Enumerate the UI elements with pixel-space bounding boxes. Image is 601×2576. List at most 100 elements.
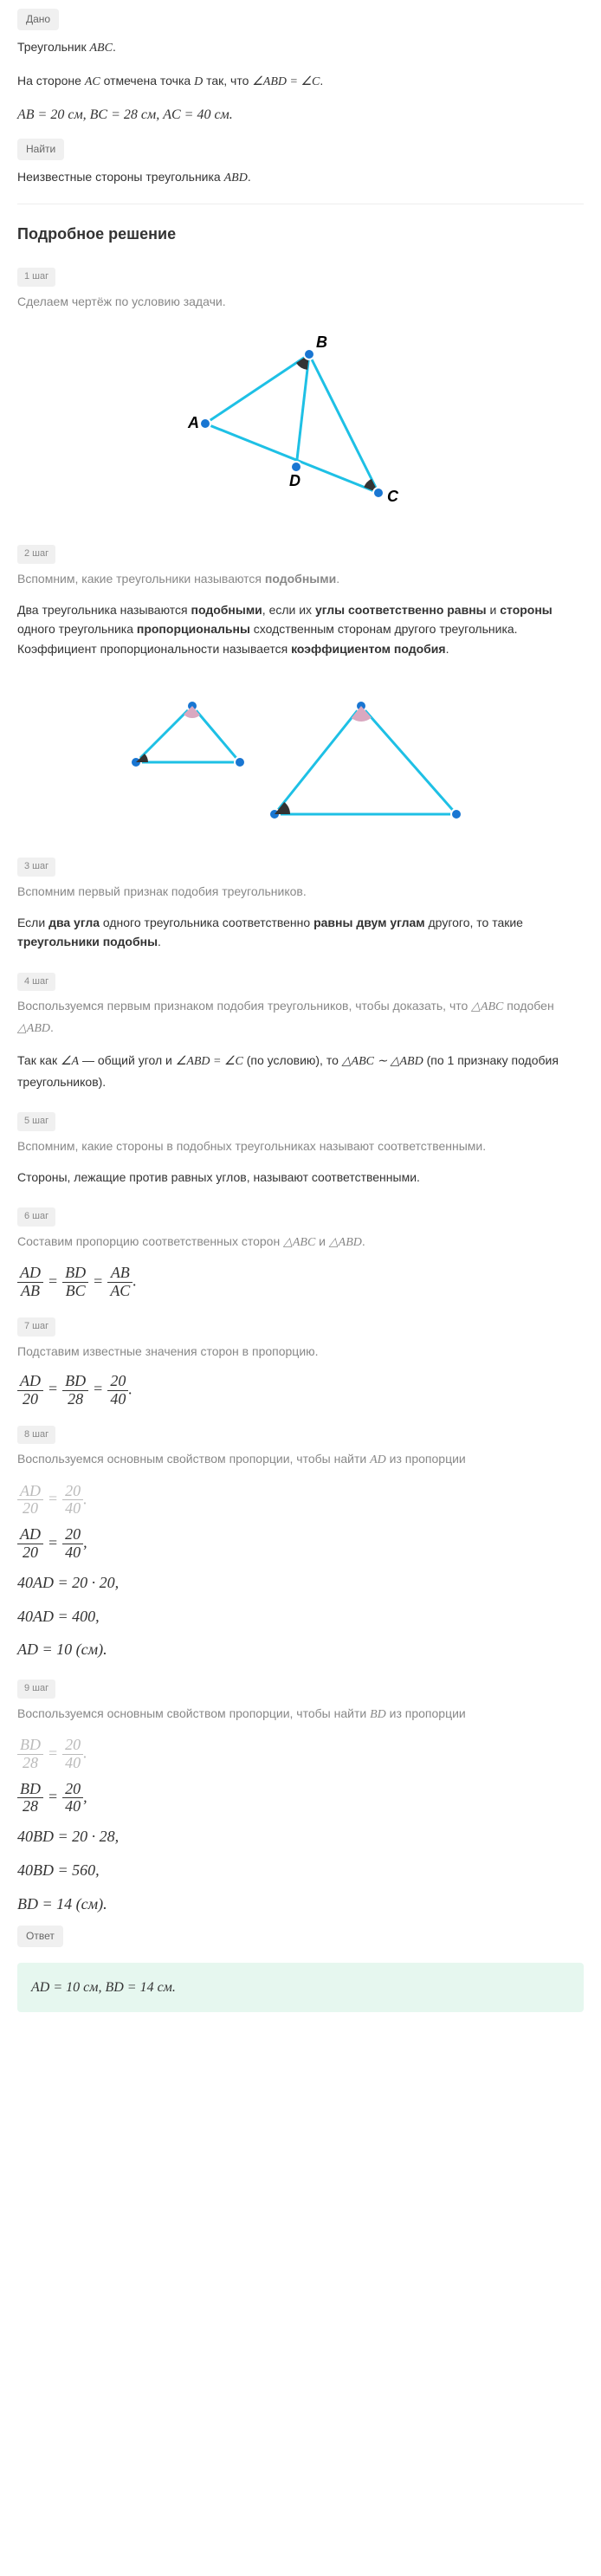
step-9-formula: BD28=2040,	[17, 1781, 584, 1816]
text: Если	[17, 916, 48, 929]
step-8-formula: AD20=2040,	[17, 1526, 584, 1562]
num: AB	[107, 1265, 132, 1283]
math: AD	[370, 1453, 386, 1466]
eq: =	[43, 1380, 62, 1397]
den: 40	[62, 1798, 83, 1815]
eq: =	[43, 1272, 62, 1290]
num: 20	[62, 1526, 83, 1544]
fraction: 2040	[62, 1483, 83, 1518]
text: одного треугольника	[17, 622, 137, 636]
tag-given: Дано	[17, 9, 59, 30]
step-8-tag: 8 шаг	[17, 1426, 55, 1445]
den: 28	[17, 1755, 43, 1772]
fraction: 2040	[107, 1373, 128, 1408]
text: .	[320, 74, 323, 87]
text: и	[315, 1234, 329, 1248]
step-1-tag: 1 шаг	[17, 268, 55, 287]
text: Составим пропорцию соответственных сторо…	[17, 1234, 283, 1248]
fraction: 2040	[62, 1781, 83, 1816]
step-2-intro: Вспомним, какие треугольники называются …	[17, 569, 584, 588]
text: ,	[83, 1534, 87, 1551]
step-9-tag: 9 шаг	[17, 1680, 55, 1699]
den: 40	[107, 1391, 128, 1408]
fraction: AD20	[17, 1526, 43, 1562]
fraction: BDBC	[62, 1265, 88, 1300]
step-6-formula: ADAB=BDBC=ABAC.	[17, 1265, 584, 1300]
den: AB	[17, 1283, 43, 1300]
svg-text:A: A	[187, 414, 199, 431]
math: BD	[370, 1708, 386, 1721]
math: △ABC	[283, 1236, 315, 1249]
text: другого, то такие	[425, 916, 523, 929]
step-7-tag: 7 шаг	[17, 1317, 55, 1337]
text: .	[158, 935, 161, 948]
text-bold: пропорциональны	[137, 622, 250, 636]
text: Треугольник	[17, 40, 90, 54]
math: △ABD	[329, 1236, 362, 1249]
step-2-body: Два треугольника называются подобными, е…	[17, 600, 584, 658]
text: Вспомним, какие треугольники называются	[17, 572, 265, 586]
eq: =	[43, 1788, 62, 1805]
step-3-body: Если два угла одного треугольника соотве…	[17, 913, 584, 952]
num: BD	[17, 1781, 43, 1799]
step-4-body: Так как ∠A — общий угол и ∠ABD = ∠C (по …	[17, 1051, 584, 1091]
step-6-tag: 6 шаг	[17, 1207, 55, 1227]
den: 40	[62, 1500, 83, 1518]
step-8-l1: 40AD = 20 · 20,	[17, 1570, 584, 1595]
num: 20	[107, 1373, 128, 1391]
text-bold: подобными	[191, 603, 262, 617]
text: .	[446, 642, 449, 656]
text-bold: подобными	[265, 572, 336, 586]
den: 20	[17, 1544, 43, 1562]
step-9-l2: 40BD = 560,	[17, 1858, 584, 1883]
text: , если их	[262, 603, 315, 617]
fraction: ABAC	[107, 1265, 132, 1300]
step-9-intro: Воспользуемся основным свойством пропорц…	[17, 1704, 584, 1725]
step-3-intro: Вспомним первый признак подобия треуголь…	[17, 882, 584, 901]
math: D	[194, 75, 203, 88]
text: Воспользуемся основным свойством пропорц…	[17, 1706, 370, 1720]
svg-text:C: C	[387, 488, 399, 505]
fraction: AD20	[17, 1373, 43, 1408]
find-line: Неизвестные стороны треугольника ABD.	[17, 167, 584, 188]
den: 20	[17, 1391, 43, 1408]
math: ABD	[224, 172, 248, 184]
fraction: AD20	[17, 1483, 43, 1518]
text: .	[248, 170, 251, 184]
svg-text:D: D	[289, 472, 300, 489]
text: ,	[83, 1788, 87, 1805]
num: BD	[17, 1737, 43, 1755]
text: Неизвестные стороны треугольника	[17, 170, 224, 184]
den: AC	[107, 1283, 132, 1300]
num: BD	[62, 1265, 88, 1283]
math: AC	[85, 75, 100, 88]
num: AD	[17, 1373, 43, 1391]
num: BD	[62, 1373, 88, 1391]
text: подобен	[503, 999, 553, 1013]
math: ∠A	[61, 1055, 79, 1068]
text: одного треугольника соответственно	[100, 916, 313, 929]
text-bold: равны двум углам	[313, 916, 425, 929]
tag-answer: Ответ	[17, 1926, 63, 1947]
num: AD	[17, 1483, 43, 1501]
den: 40	[62, 1544, 83, 1562]
text-bold: треугольники подобны	[17, 935, 158, 948]
step-8-l3: AD = 10 (см).	[17, 1637, 584, 1662]
diagram-2	[119, 676, 482, 832]
math: △ABD	[17, 1022, 50, 1035]
text: Воспользуемся основным свойством пропорц…	[17, 1452, 370, 1466]
fraction: BD28	[17, 1737, 43, 1772]
step-1-text: Сделаем чертёж по условию задачи.	[17, 292, 584, 311]
text: .	[128, 1380, 132, 1397]
text-bold: стороны	[500, 603, 553, 617]
den: 20	[17, 1500, 43, 1518]
den: 28	[62, 1391, 88, 1408]
text: На стороне	[17, 74, 85, 87]
den: 40	[62, 1755, 83, 1772]
den: BC	[62, 1283, 88, 1300]
math: △ABC	[471, 1000, 503, 1013]
text-bold: углы соответственно равны	[315, 603, 487, 617]
step-5-tag: 5 шаг	[17, 1112, 55, 1131]
text: так, что	[203, 74, 252, 87]
math: AB = 20 см, BC = 28 см, AC = 40 см.	[17, 107, 233, 122]
